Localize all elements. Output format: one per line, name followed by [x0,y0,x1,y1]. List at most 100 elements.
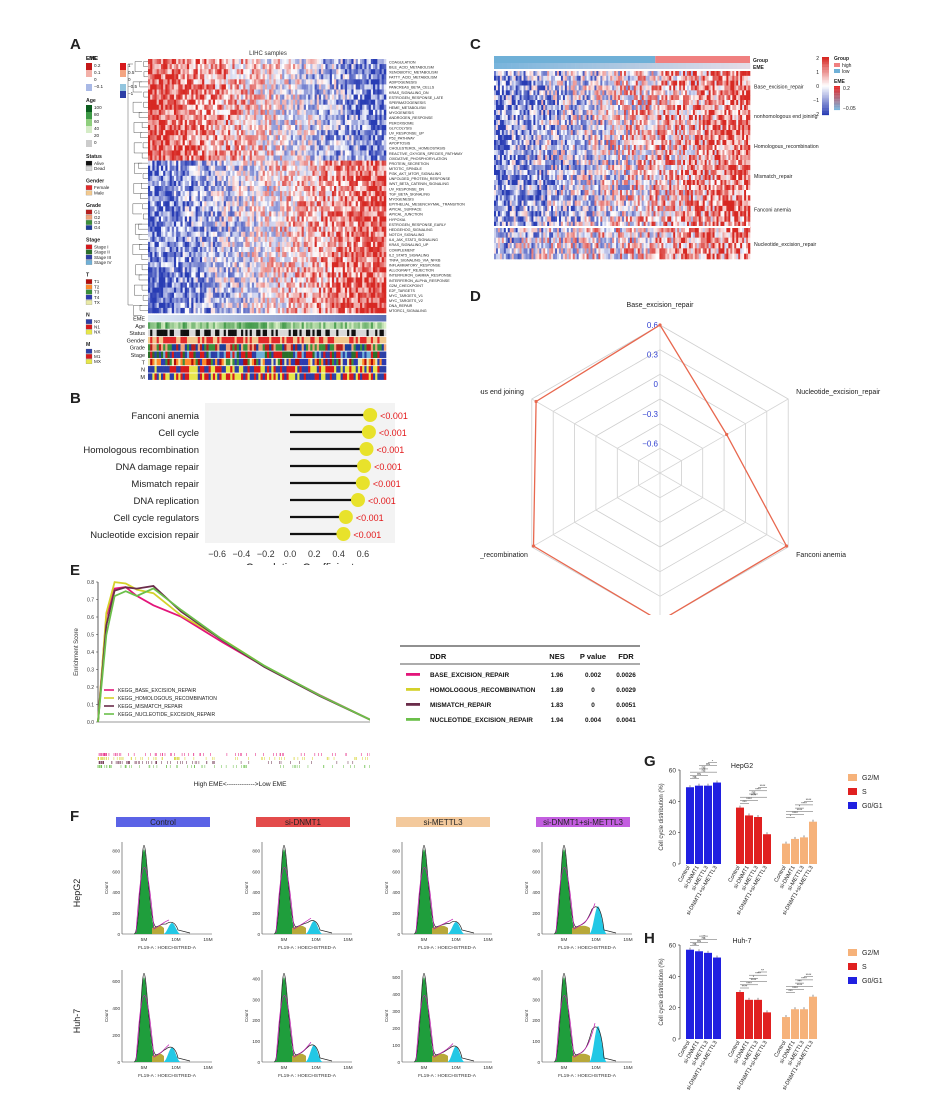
heatmap-cell [234,196,238,202]
heatmap-cell [232,216,235,222]
heatmap-cell [370,140,374,146]
heatmap-cell [217,252,220,258]
heatmap-cell [312,252,315,258]
heatmap-cell [366,191,369,197]
heatmap-cell [171,140,175,146]
heatmap-cell [318,155,322,161]
heatmap-cell [357,196,361,202]
heatmap-cell [173,150,177,156]
heatmap-cell [152,140,155,146]
heatmap-cell [247,59,250,65]
heatmap-cell [318,272,322,278]
heatmap-cell [344,262,348,268]
heatmap-cell [362,257,365,263]
heatmap-cell [167,262,170,268]
heatmap-cell [249,252,253,258]
heatmap-cell [310,272,313,278]
heatmap-cell [195,186,199,192]
heatmap-cell [344,257,348,263]
heatmap-cell [336,74,339,80]
heatmap-cell [267,186,270,192]
heatmap-cell [364,114,367,121]
heatmap-cell [381,114,385,121]
heatmap-cell [360,257,363,263]
heatmap-cell [310,170,313,177]
heatmap-cell [160,267,164,273]
heatmap-cell [212,84,216,90]
heatmap-cell [344,79,348,85]
heatmap-cell [327,119,331,126]
heatmap-cell [217,206,220,212]
heatmap-cell [254,119,257,126]
heatmap-cell [262,191,266,197]
heatmap-cell [241,241,244,248]
heatmap-cell [256,165,259,172]
heatmap-cell [260,99,263,106]
heatmap-cell [314,257,318,263]
heatmap-cell [357,252,361,258]
heatmap-cell [292,155,296,161]
heatmap-cell [357,155,361,161]
heatmap-cell [364,145,367,151]
heatmap-cell [368,231,372,238]
heatmap-cell [256,145,259,151]
heatmap-cell [148,267,151,273]
heatmap-cell [206,130,209,136]
heatmap-cell [331,211,335,217]
heatmap-cell [379,246,382,253]
heatmap-cell [308,180,311,187]
heatmap-cell [251,252,255,258]
heatmap-cell [197,236,201,243]
heatmap-cell [251,180,255,187]
heatmap-cell [310,221,313,227]
heatmap-cell [199,252,203,258]
heatmap-cell [232,99,235,106]
heatmap-cell [191,89,194,95]
heatmap-cell [195,84,199,90]
heatmap-cell [344,150,348,156]
heatmap-cell [163,186,166,192]
heatmap-cell [182,282,186,288]
heatmap-cell [357,109,361,116]
heatmap-cell [349,79,352,85]
heatmap-cell [167,155,170,161]
heatmap-cell [357,216,361,222]
heatmap-cell [152,231,155,238]
heatmap-cell [158,104,162,111]
heatmap-cell [232,236,235,243]
heatmap-cell [327,94,331,100]
heatmap-cell [223,94,227,100]
heatmap-cell [221,267,225,273]
heatmap-cell [381,79,385,85]
heatmap-cell [292,64,296,70]
heatmap-cell [353,216,357,222]
heatmap-cell [148,94,151,100]
heatmap-cell [308,191,311,197]
heatmap-cell [370,277,374,283]
heatmap-cell [165,282,168,288]
heatmap-cell [225,272,229,278]
heatmap-cell [260,130,263,136]
heatmap-cell [163,236,166,243]
heatmap-cell [178,191,181,197]
heatmap-cell [353,226,357,233]
heatmap-cell [249,160,253,166]
heatmap-cell [290,160,294,166]
heatmap-cell [377,186,380,192]
heatmap-cell [360,206,363,212]
heatmap-cell [262,79,266,85]
heatmap-cell [334,155,337,161]
heatmap-cell [327,84,331,90]
heatmap-cell [251,145,255,151]
heatmap-cell [195,140,199,146]
heatmap-cell [234,89,238,95]
panel-label-h: H [644,930,655,947]
heatmap-cell [180,145,183,151]
heatmap-cell [171,231,175,238]
legend-swatch [86,119,92,126]
heatmap-cell [383,89,387,95]
heatmap-cell [264,206,268,212]
heatmap-cell [331,180,335,187]
heatmap-cell [241,79,244,85]
heatmap-cell [299,272,302,278]
